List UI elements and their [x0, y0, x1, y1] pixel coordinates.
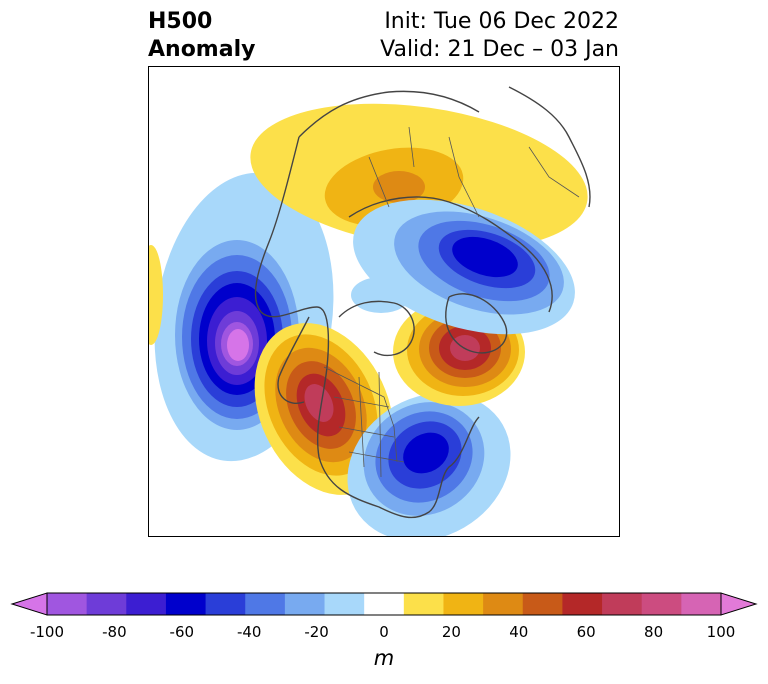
- colorbar-segment: [483, 593, 524, 615]
- colorbar-tick-label: -60: [169, 623, 195, 641]
- anomaly-positive-edge: [149, 245, 163, 345]
- colorbar-unit-label: m: [373, 646, 395, 670]
- colorbar-tick-label: -20: [304, 623, 329, 641]
- title-line-2: Anomaly: [148, 37, 256, 62]
- anomaly-negative-eastern-na: [347, 392, 511, 536]
- colorbar-tick-label: 0: [379, 623, 389, 641]
- coastlines: [254, 86, 591, 519]
- colorbar-tick-label: -100: [29, 623, 65, 641]
- date-block: Init: Tue 06 Dec 2022 Valid: 21 Dec – 03…: [380, 8, 619, 64]
- colorbar-segment: [86, 593, 127, 615]
- colorbar-segment: [641, 593, 682, 615]
- colorbar-segment: [443, 593, 484, 615]
- title-line-1: H500: [148, 9, 213, 34]
- colorbar-segment: [165, 593, 207, 615]
- colorbar-segment: [324, 593, 365, 615]
- colorbar-tick-label: 40: [509, 623, 529, 641]
- colorbar: [10, 592, 758, 616]
- colorbar-segment: [205, 593, 246, 615]
- colorbar-tick-label: -80: [102, 623, 127, 641]
- colorbar-segment: [364, 593, 405, 615]
- colorbar-segment: [403, 593, 444, 615]
- colorbar-segment: [47, 593, 88, 615]
- colorbar-segment: [602, 593, 643, 615]
- colorbar-segment: [284, 593, 326, 615]
- colorbar-segment: [681, 593, 722, 615]
- valid-range: Valid: 21 Dec – 03 Jan: [380, 37, 619, 62]
- colorbar-segment: [562, 593, 603, 615]
- colorbar-tick-label: -40: [236, 623, 262, 641]
- colorbar-tick-label: 100: [706, 623, 736, 641]
- colorbar-tick-label: 20: [441, 623, 461, 641]
- anomaly-map: [149, 86, 591, 536]
- colorbar-tick-label: 60: [576, 623, 596, 641]
- borders: [323, 126, 580, 478]
- title-block: H500 Anomaly: [148, 8, 255, 64]
- anomaly-negative-arctic: [351, 277, 411, 313]
- colorbar-segment: [126, 593, 167, 615]
- colorbar-extend-max: [720, 592, 758, 616]
- colorbar-segment: [522, 593, 563, 615]
- map-panel: [148, 66, 620, 537]
- colorbar-segment: [245, 593, 286, 615]
- colorbar-extend-min: [10, 592, 48, 616]
- colorbar-tick-label: 80: [644, 623, 664, 641]
- colorbar-frame: [46, 592, 722, 616]
- init-date: Init: Tue 06 Dec 2022: [384, 9, 619, 34]
